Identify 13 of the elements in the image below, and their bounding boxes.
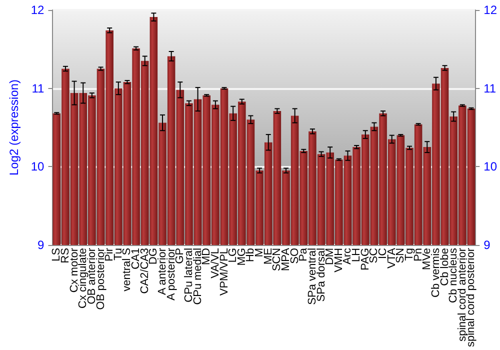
y-tick-label: 12: [30, 3, 45, 17]
y-tick-label: 9: [38, 238, 45, 252]
x-tick-label: Tg: [403, 248, 416, 261]
y2-tick-label: 12: [484, 3, 498, 17]
x-tick-label: spinal cord posterior: [465, 248, 478, 348]
y2-tick-label: 10: [484, 160, 498, 174]
x-tick-label: A posterior: [165, 248, 178, 301]
x-tick-label: RS: [59, 248, 72, 264]
y-axis-title: Log2 (expression): [7, 79, 21, 176]
y-tick-label: 10: [30, 160, 45, 174]
y-tick-label: 11: [32, 81, 45, 96]
y2-tick-label: 9: [484, 238, 491, 252]
y2-tick-label: 11: [484, 81, 496, 96]
